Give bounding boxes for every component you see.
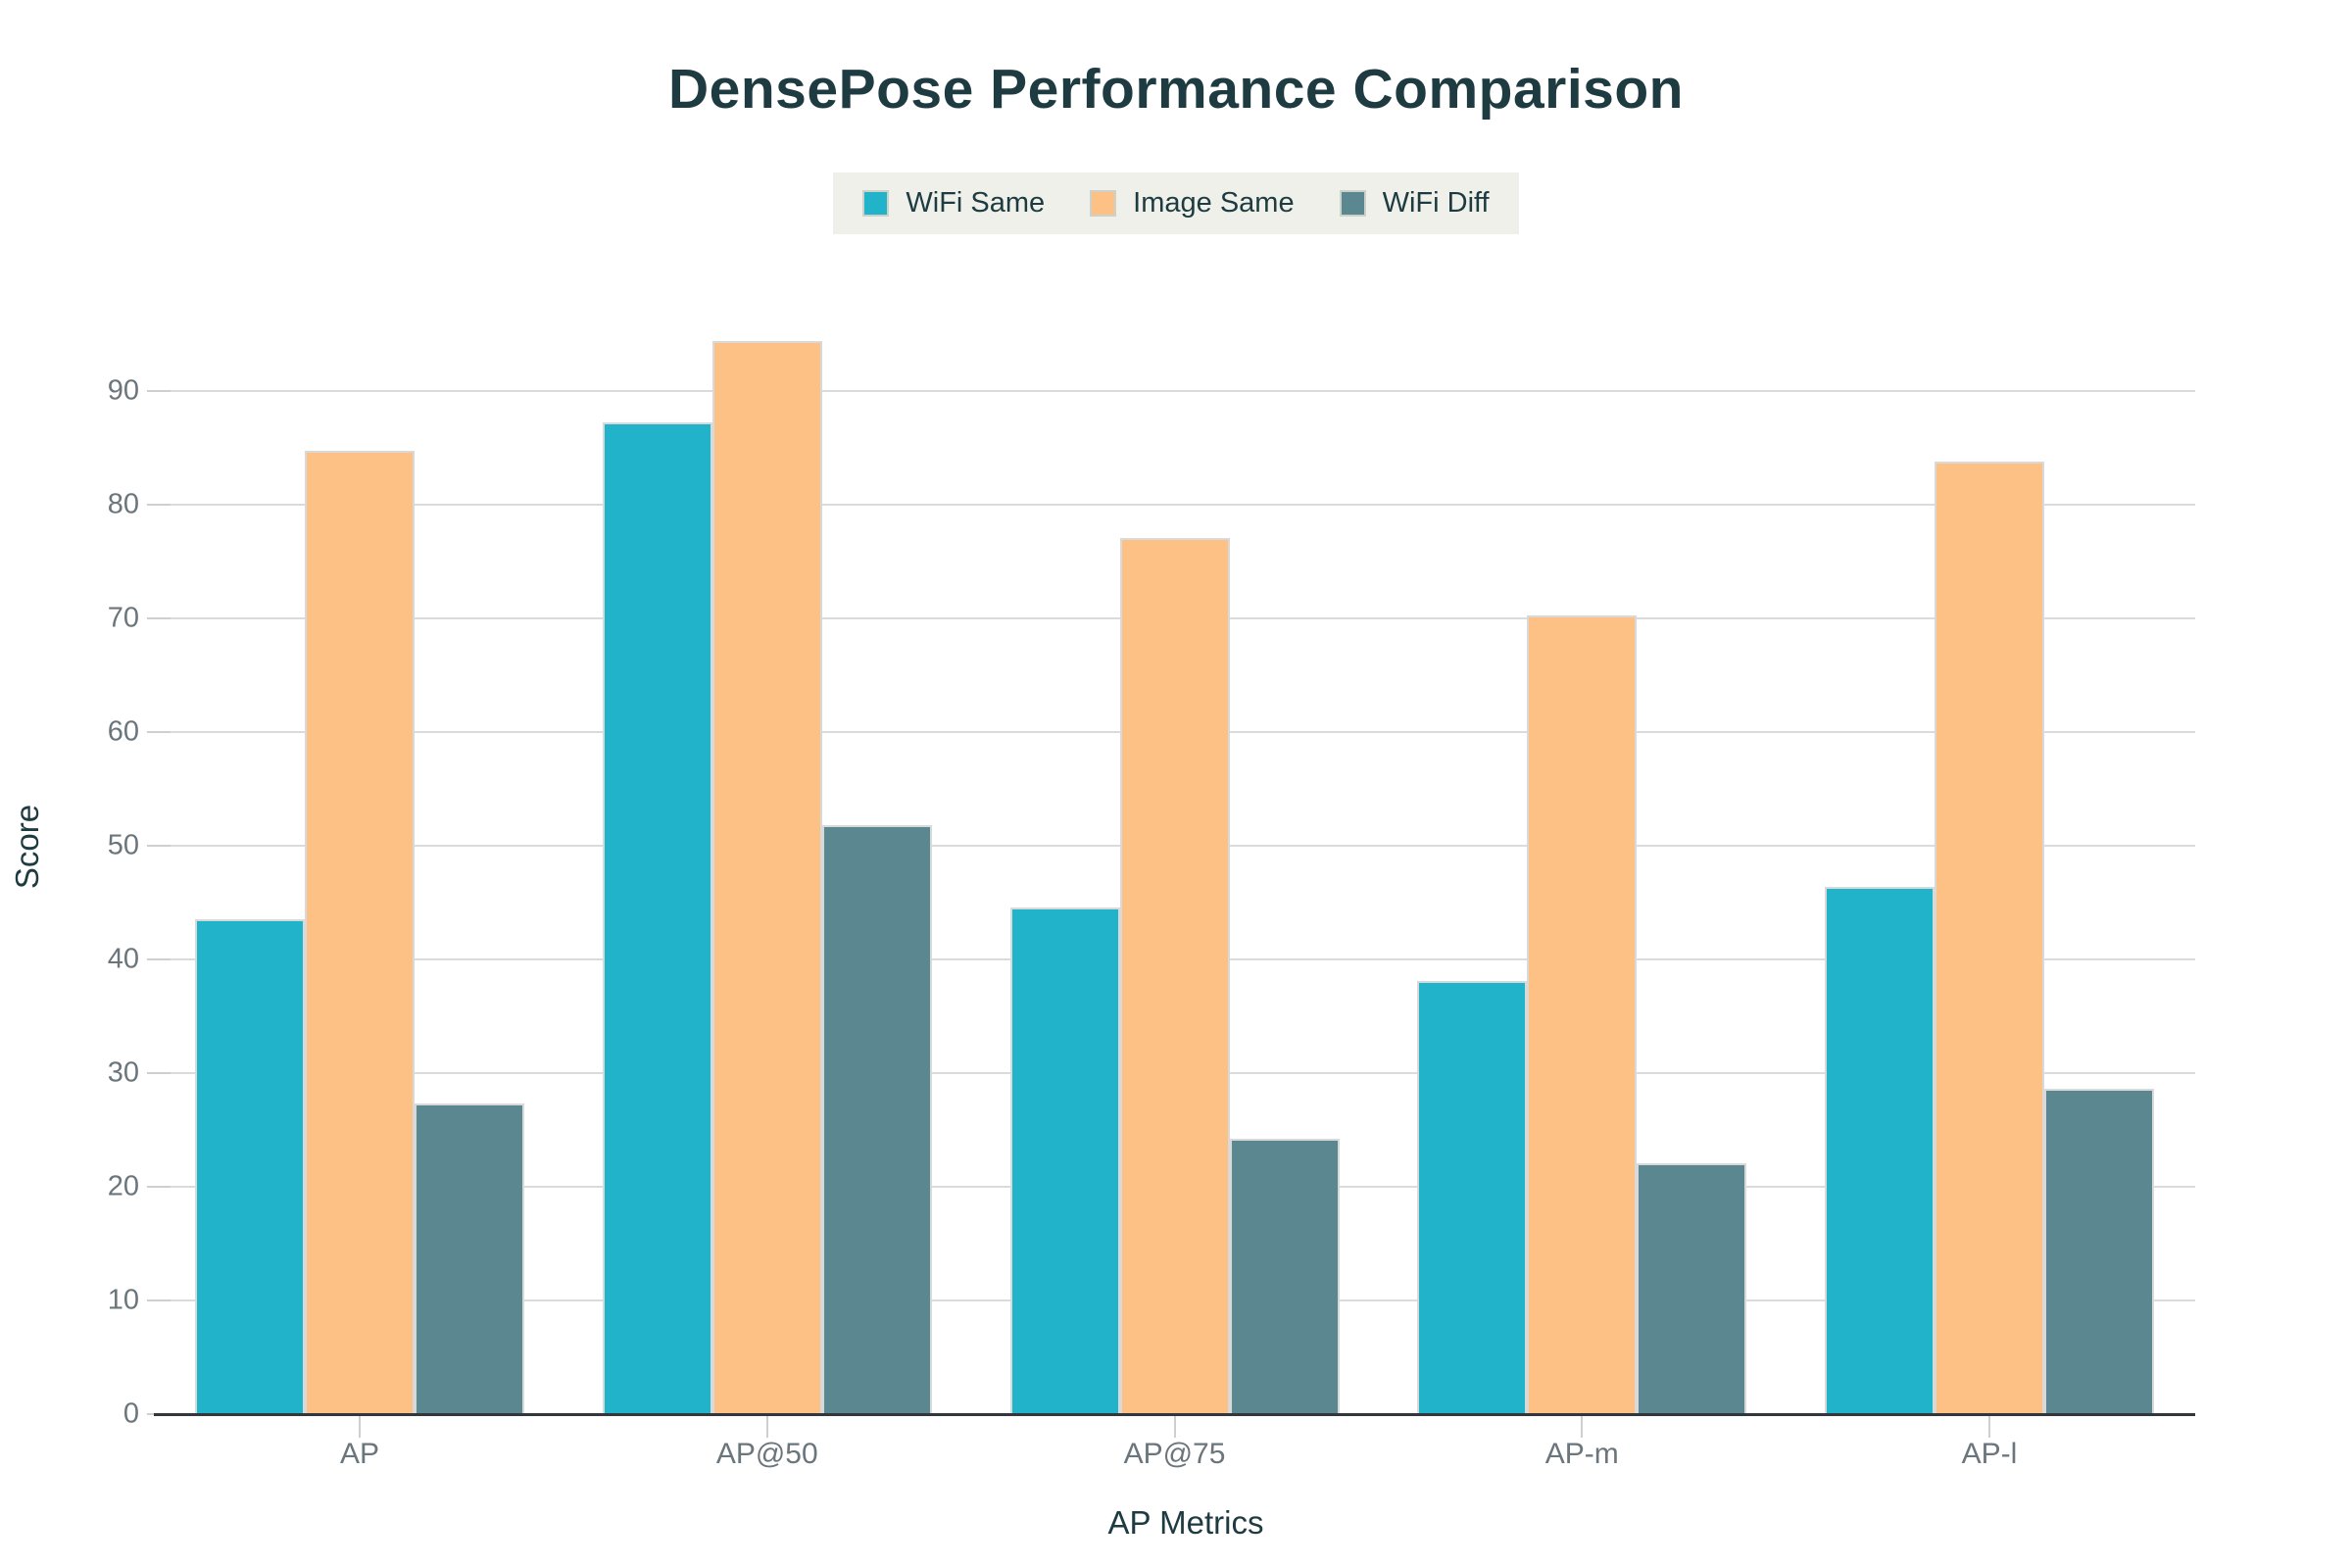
legend-label: WiFi Same bbox=[906, 187, 1046, 219]
wifi-diff-bar-ap-l bbox=[2044, 1089, 2154, 1414]
x-category-label-ap-50: AP@50 bbox=[715, 1438, 818, 1470]
x-tick-mark-ap-l bbox=[1988, 1416, 1990, 1438]
y-tick-mark-60 bbox=[147, 731, 171, 733]
x-tick-mark-ap-m bbox=[1581, 1416, 1584, 1438]
y-tick-mark-30 bbox=[147, 1072, 171, 1074]
y-tick-label-0: 0 bbox=[122, 1397, 139, 1430]
wifi-same-swatch-icon bbox=[862, 190, 890, 217]
legend-item-wifi-same[interactable]: WiFi Same bbox=[862, 187, 1045, 220]
legend-label: Image Same bbox=[1133, 187, 1295, 219]
y-tick-label-90: 90 bbox=[107, 374, 139, 407]
image-same-bar-ap bbox=[305, 451, 415, 1414]
wifi-same-bar-ap-m bbox=[1417, 981, 1528, 1414]
x-axis-title: AP Metrics bbox=[1107, 1504, 1264, 1541]
y-tick-mark-90 bbox=[147, 390, 171, 392]
legend: WiFi Same Image Same WiFi Diff bbox=[0, 172, 2352, 234]
x-category-label-ap-m: AP-m bbox=[1544, 1438, 1619, 1470]
wifi-diff-bar-ap-m bbox=[1637, 1162, 1747, 1414]
wifi-same-bar-ap-50 bbox=[602, 422, 712, 1414]
legend-box: WiFi Same Image Same WiFi Diff bbox=[833, 172, 1519, 234]
y-tick-label-60: 60 bbox=[107, 715, 139, 748]
y-axis-title: Score bbox=[9, 804, 45, 890]
wifi-diff-swatch-icon bbox=[1339, 190, 1366, 217]
y-tick-label-70: 70 bbox=[107, 602, 139, 634]
x-axis-line bbox=[154, 1413, 2195, 1416]
image-same-bar-ap-75 bbox=[1119, 537, 1230, 1414]
x-tick-mark-ap-50 bbox=[765, 1416, 768, 1438]
x-tick-mark-ap bbox=[359, 1416, 361, 1438]
wifi-same-bar-ap-l bbox=[1825, 886, 1935, 1414]
legend-item-image-same[interactable]: Image Same bbox=[1090, 187, 1295, 220]
y-tick-mark-80 bbox=[147, 504, 171, 506]
image-same-bar-ap-m bbox=[1527, 614, 1638, 1414]
gridline-80 bbox=[154, 504, 2195, 506]
x-tick-mark-ap-75 bbox=[1173, 1416, 1176, 1438]
wifi-diff-bar-ap-75 bbox=[1229, 1139, 1340, 1414]
wifi-diff-bar-ap-50 bbox=[821, 825, 932, 1414]
image-same-swatch-icon bbox=[1090, 190, 1117, 217]
y-tick-mark-40 bbox=[147, 958, 171, 960]
y-tick-mark-20 bbox=[147, 1186, 171, 1188]
x-category-label-ap: AP bbox=[339, 1438, 380, 1470]
y-tick-mark-70 bbox=[147, 617, 171, 619]
legend-item-wifi-diff[interactable]: WiFi Diff bbox=[1339, 187, 1490, 220]
y-tick-mark-10 bbox=[147, 1299, 171, 1301]
wifi-same-bar-ap-75 bbox=[1009, 906, 1120, 1414]
wifi-diff-bar-ap bbox=[415, 1103, 524, 1414]
y-tick-label-40: 40 bbox=[107, 943, 139, 975]
chart-title: DensePose Performance Comparison bbox=[667, 58, 1685, 121]
image-same-bar-ap-50 bbox=[711, 340, 822, 1414]
y-tick-label-20: 20 bbox=[107, 1170, 139, 1202]
y-tick-mark-50 bbox=[147, 845, 171, 847]
x-category-label-ap-l: AP-l bbox=[1961, 1438, 2018, 1470]
legend-label: WiFi Diff bbox=[1382, 187, 1490, 219]
y-tick-label-50: 50 bbox=[107, 829, 139, 861]
image-same-bar-ap-l bbox=[1935, 461, 2044, 1414]
y-tick-label-10: 10 bbox=[107, 1284, 139, 1316]
y-tick-label-80: 80 bbox=[107, 488, 139, 520]
gridline-90 bbox=[154, 390, 2195, 392]
x-category-label-ap-75: AP@75 bbox=[1123, 1438, 1226, 1470]
y-tick-label-30: 30 bbox=[107, 1056, 139, 1089]
wifi-same-bar-ap bbox=[195, 919, 305, 1414]
